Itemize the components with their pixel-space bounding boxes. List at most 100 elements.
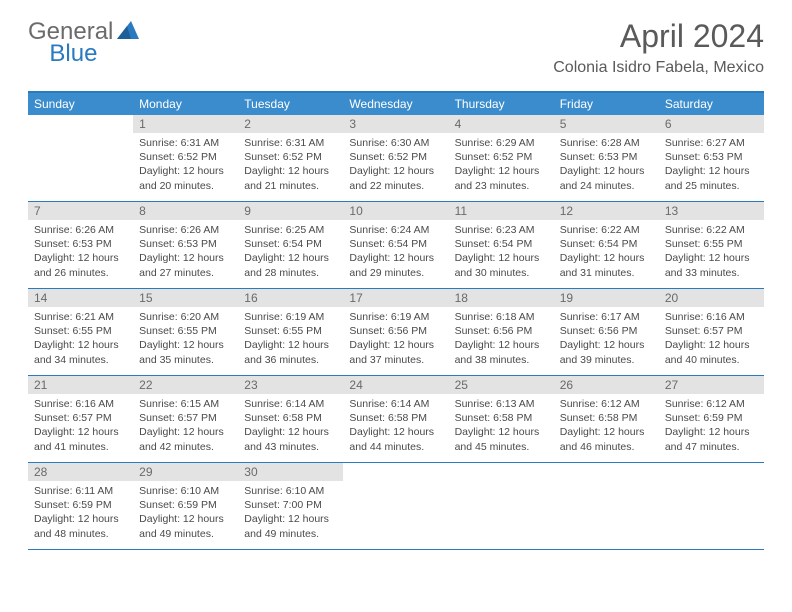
day-content: Sunrise: 6:24 AMSunset: 6:54 PMDaylight:… (343, 220, 448, 284)
day-number: 18 (449, 289, 554, 307)
daylight-line: Daylight: 12 hours and 45 minutes. (455, 425, 548, 453)
daylight-line: Daylight: 12 hours and 49 minutes. (244, 512, 337, 540)
day-number: 30 (238, 463, 343, 481)
daylight-line: Daylight: 12 hours and 26 minutes. (34, 251, 127, 279)
sunrise-line: Sunrise: 6:12 AM (665, 397, 758, 411)
day-cell: 18Sunrise: 6:18 AMSunset: 6:56 PMDayligh… (449, 289, 554, 375)
sunset-line: Sunset: 6:59 PM (34, 498, 127, 512)
title-block: April 2024 Colonia Isidro Fabela, Mexico (553, 18, 764, 77)
week-row: 7Sunrise: 6:26 AMSunset: 6:53 PMDaylight… (28, 202, 764, 289)
weekday-header: Wednesday (343, 93, 448, 115)
sunset-line: Sunset: 6:53 PM (665, 150, 758, 164)
day-number: 7 (28, 202, 133, 220)
day-content: Sunrise: 6:11 AMSunset: 6:59 PMDaylight:… (28, 481, 133, 545)
day-content: Sunrise: 6:26 AMSunset: 6:53 PMDaylight:… (28, 220, 133, 284)
weekday-header: Sunday (28, 93, 133, 115)
daylight-line: Daylight: 12 hours and 22 minutes. (349, 164, 442, 192)
sunset-line: Sunset: 6:56 PM (455, 324, 548, 338)
sunrise-line: Sunrise: 6:31 AM (244, 136, 337, 150)
sunrise-line: Sunrise: 6:22 AM (665, 223, 758, 237)
day-cell: 29Sunrise: 6:10 AMSunset: 6:59 PMDayligh… (133, 463, 238, 549)
day-number: 4 (449, 115, 554, 133)
sunset-line: Sunset: 6:54 PM (349, 237, 442, 251)
sunrise-line: Sunrise: 6:25 AM (244, 223, 337, 237)
day-cell: 25Sunrise: 6:13 AMSunset: 6:58 PMDayligh… (449, 376, 554, 462)
sunrise-line: Sunrise: 6:12 AM (560, 397, 653, 411)
daylight-line: Daylight: 12 hours and 24 minutes. (560, 164, 653, 192)
day-content: Sunrise: 6:14 AMSunset: 6:58 PMDaylight:… (343, 394, 448, 458)
sunrise-line: Sunrise: 6:11 AM (34, 484, 127, 498)
day-content: Sunrise: 6:19 AMSunset: 6:56 PMDaylight:… (343, 307, 448, 371)
week-row: .1Sunrise: 6:31 AMSunset: 6:52 PMDayligh… (28, 115, 764, 202)
header: General Blue April 2024 Colonia Isidro F… (0, 0, 792, 81)
day-content: Sunrise: 6:20 AMSunset: 6:55 PMDaylight:… (133, 307, 238, 371)
daylight-line: Daylight: 12 hours and 42 minutes. (139, 425, 232, 453)
day-number: 6 (659, 115, 764, 133)
day-cell: . (449, 463, 554, 549)
sunset-line: Sunset: 6:57 PM (665, 324, 758, 338)
week-row: 14Sunrise: 6:21 AMSunset: 6:55 PMDayligh… (28, 289, 764, 376)
day-number: 28 (28, 463, 133, 481)
logo-text-blue: Blue (49, 40, 97, 68)
day-cell: 16Sunrise: 6:19 AMSunset: 6:55 PMDayligh… (238, 289, 343, 375)
sunrise-line: Sunrise: 6:27 AM (665, 136, 758, 150)
day-number: 20 (659, 289, 764, 307)
day-cell: . (659, 463, 764, 549)
day-number: 24 (343, 376, 448, 394)
day-number: 17 (343, 289, 448, 307)
sunrise-line: Sunrise: 6:19 AM (349, 310, 442, 324)
day-cell: 10Sunrise: 6:24 AMSunset: 6:54 PMDayligh… (343, 202, 448, 288)
day-content: Sunrise: 6:16 AMSunset: 6:57 PMDaylight:… (659, 307, 764, 371)
sunrise-line: Sunrise: 6:28 AM (560, 136, 653, 150)
logo: General Blue (28, 18, 191, 46)
sunset-line: Sunset: 6:58 PM (560, 411, 653, 425)
daylight-line: Daylight: 12 hours and 46 minutes. (560, 425, 653, 453)
daylight-line: Daylight: 12 hours and 36 minutes. (244, 338, 337, 366)
sunrise-line: Sunrise: 6:20 AM (139, 310, 232, 324)
day-cell: 15Sunrise: 6:20 AMSunset: 6:55 PMDayligh… (133, 289, 238, 375)
daylight-line: Daylight: 12 hours and 37 minutes. (349, 338, 442, 366)
day-number: 21 (28, 376, 133, 394)
sunset-line: Sunset: 6:53 PM (560, 150, 653, 164)
day-cell: 23Sunrise: 6:14 AMSunset: 6:58 PMDayligh… (238, 376, 343, 462)
day-number: 10 (343, 202, 448, 220)
sunrise-line: Sunrise: 6:19 AM (244, 310, 337, 324)
day-number: 22 (133, 376, 238, 394)
sunrise-line: Sunrise: 6:26 AM (139, 223, 232, 237)
sunset-line: Sunset: 6:54 PM (560, 237, 653, 251)
day-content: Sunrise: 6:21 AMSunset: 6:55 PMDaylight:… (28, 307, 133, 371)
day-number: 12 (554, 202, 659, 220)
day-number: 14 (28, 289, 133, 307)
day-number: 25 (449, 376, 554, 394)
sunset-line: Sunset: 6:55 PM (139, 324, 232, 338)
day-cell: . (554, 463, 659, 549)
sunrise-line: Sunrise: 6:10 AM (244, 484, 337, 498)
daylight-line: Daylight: 12 hours and 43 minutes. (244, 425, 337, 453)
sunrise-line: Sunrise: 6:14 AM (244, 397, 337, 411)
day-number: 15 (133, 289, 238, 307)
day-cell: 19Sunrise: 6:17 AMSunset: 6:56 PMDayligh… (554, 289, 659, 375)
daylight-line: Daylight: 12 hours and 21 minutes. (244, 164, 337, 192)
day-content: Sunrise: 6:22 AMSunset: 6:55 PMDaylight:… (659, 220, 764, 284)
sunset-line: Sunset: 6:56 PM (349, 324, 442, 338)
weekday-header: Tuesday (238, 93, 343, 115)
day-number: 8 (133, 202, 238, 220)
weekday-header: Friday (554, 93, 659, 115)
day-cell: 21Sunrise: 6:16 AMSunset: 6:57 PMDayligh… (28, 376, 133, 462)
weekday-header: Thursday (449, 93, 554, 115)
day-number: 13 (659, 202, 764, 220)
daylight-line: Daylight: 12 hours and 41 minutes. (34, 425, 127, 453)
day-content: Sunrise: 6:10 AMSunset: 7:00 PMDaylight:… (238, 481, 343, 545)
day-content: Sunrise: 6:12 AMSunset: 6:59 PMDaylight:… (659, 394, 764, 458)
daylight-line: Daylight: 12 hours and 40 minutes. (665, 338, 758, 366)
day-cell: 17Sunrise: 6:19 AMSunset: 6:56 PMDayligh… (343, 289, 448, 375)
day-content: Sunrise: 6:29 AMSunset: 6:52 PMDaylight:… (449, 133, 554, 197)
day-cell: 3Sunrise: 6:30 AMSunset: 6:52 PMDaylight… (343, 115, 448, 201)
daylight-line: Daylight: 12 hours and 20 minutes. (139, 164, 232, 192)
sunset-line: Sunset: 6:52 PM (139, 150, 232, 164)
day-cell: 11Sunrise: 6:23 AMSunset: 6:54 PMDayligh… (449, 202, 554, 288)
daylight-line: Daylight: 12 hours and 25 minutes. (665, 164, 758, 192)
day-number: 1 (133, 115, 238, 133)
day-number: 26 (554, 376, 659, 394)
sunset-line: Sunset: 6:54 PM (455, 237, 548, 251)
